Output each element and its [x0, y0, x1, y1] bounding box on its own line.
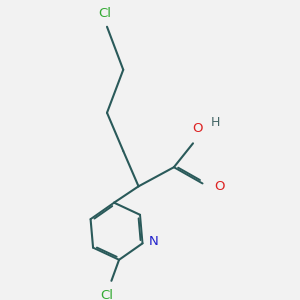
Text: Cl: Cl	[100, 289, 113, 300]
Text: O: O	[193, 122, 203, 136]
Text: Cl: Cl	[99, 7, 112, 20]
Text: H: H	[210, 116, 220, 129]
Text: O: O	[214, 180, 225, 193]
Text: N: N	[149, 235, 159, 248]
